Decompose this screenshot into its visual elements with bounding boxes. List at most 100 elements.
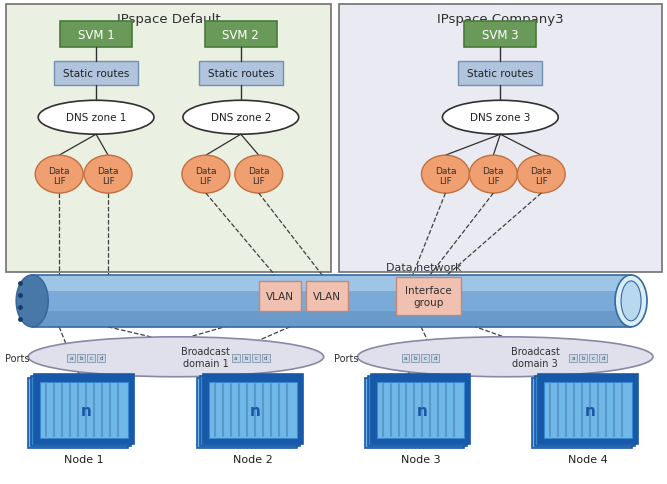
Text: SVM 1: SVM 1 [78, 29, 115, 42]
Text: LIF: LIF [101, 176, 115, 185]
Ellipse shape [422, 156, 470, 194]
Text: Data: Data [97, 166, 119, 175]
Text: Data: Data [49, 166, 70, 175]
Text: Ports: Ports [334, 353, 359, 363]
Text: Interface
group: Interface group [405, 286, 452, 307]
Bar [538, 374, 638, 444]
Text: d: d [434, 356, 437, 361]
Bar [535, 376, 635, 446]
Bar [422, 354, 430, 362]
Bar [464, 22, 536, 48]
Text: a: a [572, 356, 575, 361]
Text: Data: Data [248, 166, 269, 175]
Text: DNS zone 1: DNS zone 1 [66, 113, 126, 123]
Text: n: n [417, 403, 428, 418]
Ellipse shape [183, 101, 299, 135]
Bar [209, 382, 297, 438]
Bar [242, 354, 250, 362]
Bar [199, 62, 283, 86]
Text: SVM 2: SVM 2 [222, 29, 259, 42]
Text: IPspace Company3: IPspace Company3 [437, 13, 564, 26]
Bar [203, 374, 303, 444]
Bar [544, 382, 632, 438]
Text: SVM 3: SVM 3 [482, 29, 519, 42]
Text: Node 4: Node 4 [568, 454, 608, 464]
Text: Data: Data [435, 166, 456, 175]
Text: a: a [404, 356, 408, 361]
Text: LIF: LIF [53, 176, 65, 185]
Ellipse shape [518, 156, 565, 194]
Text: n: n [81, 403, 91, 418]
Bar [40, 382, 128, 438]
Bar [371, 374, 470, 444]
Bar [532, 378, 632, 448]
Bar [67, 354, 75, 362]
Text: VLAN: VLAN [313, 291, 341, 301]
Bar [54, 62, 138, 86]
Text: a: a [69, 356, 73, 361]
Bar [205, 22, 277, 48]
Text: Data: Data [530, 166, 552, 175]
Bar [87, 354, 95, 362]
Bar [589, 354, 597, 362]
Ellipse shape [182, 156, 230, 194]
Bar [458, 62, 542, 86]
Text: d: d [602, 356, 605, 361]
Text: n: n [585, 403, 596, 418]
Text: LIF: LIF [487, 176, 500, 185]
Bar [32, 312, 631, 327]
Bar [60, 22, 132, 48]
Text: Static routes: Static routes [63, 69, 129, 79]
Bar [77, 354, 85, 362]
Text: DNS zone 2: DNS zone 2 [211, 113, 271, 123]
Ellipse shape [28, 337, 323, 377]
Text: LIF: LIF [252, 176, 265, 185]
Text: c: c [89, 356, 93, 361]
Bar [365, 378, 464, 448]
Ellipse shape [38, 101, 154, 135]
Text: Ports: Ports [5, 353, 29, 363]
Bar [368, 376, 468, 446]
Bar [261, 354, 269, 362]
Ellipse shape [358, 337, 653, 377]
Text: Data network: Data network [386, 262, 461, 272]
Bar [31, 376, 131, 446]
Text: VLAN: VLAN [265, 291, 293, 301]
Text: b: b [414, 356, 418, 361]
Ellipse shape [16, 275, 48, 327]
Text: b: b [582, 356, 585, 361]
Bar [599, 354, 607, 362]
Bar [197, 378, 297, 448]
Bar [339, 5, 662, 272]
Bar [432, 354, 440, 362]
Text: b: b [79, 356, 83, 361]
Ellipse shape [470, 156, 518, 194]
Text: c: c [592, 356, 595, 361]
Text: LIF: LIF [439, 176, 452, 185]
Ellipse shape [235, 156, 283, 194]
Bar [377, 382, 464, 438]
Bar [579, 354, 587, 362]
Text: c: c [254, 356, 257, 361]
Ellipse shape [35, 156, 83, 194]
Text: b: b [244, 356, 247, 361]
Text: Broadcast
domain 1: Broadcast domain 1 [181, 346, 230, 368]
Text: LIF: LIF [199, 176, 212, 185]
Bar [569, 354, 577, 362]
Ellipse shape [615, 275, 647, 327]
Text: LIF: LIF [535, 176, 548, 185]
Text: Node 1: Node 1 [64, 454, 104, 464]
Bar [412, 354, 420, 362]
Bar [305, 281, 348, 311]
Text: DNS zone 3: DNS zone 3 [470, 113, 530, 123]
Text: IPspace Default: IPspace Default [117, 13, 220, 26]
Text: a: a [234, 356, 237, 361]
Text: Broadcast
domain 3: Broadcast domain 3 [511, 346, 560, 368]
Bar [252, 354, 259, 362]
Bar [200, 376, 299, 446]
Ellipse shape [442, 101, 558, 135]
Text: c: c [424, 356, 427, 361]
Text: d: d [264, 356, 267, 361]
Text: Node 3: Node 3 [401, 454, 440, 464]
Bar [32, 275, 631, 327]
